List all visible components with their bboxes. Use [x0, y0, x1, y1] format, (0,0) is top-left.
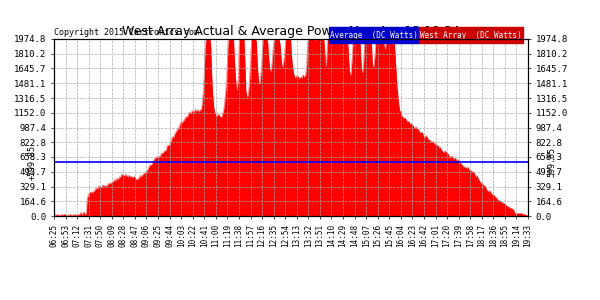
Text: Copyright 2015 Cartronics.com: Copyright 2015 Cartronics.com: [55, 28, 199, 37]
FancyBboxPatch shape: [329, 28, 419, 43]
Title: West Array Actual & Average Power Mon Apr 13 19:34: West Array Actual & Average Power Mon Ap…: [122, 25, 460, 38]
FancyBboxPatch shape: [419, 28, 523, 43]
Text: +599.85: +599.85: [28, 145, 37, 180]
Text: Average  (DC Watts): Average (DC Watts): [330, 31, 418, 40]
Text: West Array  (DC Watts): West Array (DC Watts): [420, 31, 522, 40]
Text: 599.85: 599.85: [547, 147, 556, 177]
